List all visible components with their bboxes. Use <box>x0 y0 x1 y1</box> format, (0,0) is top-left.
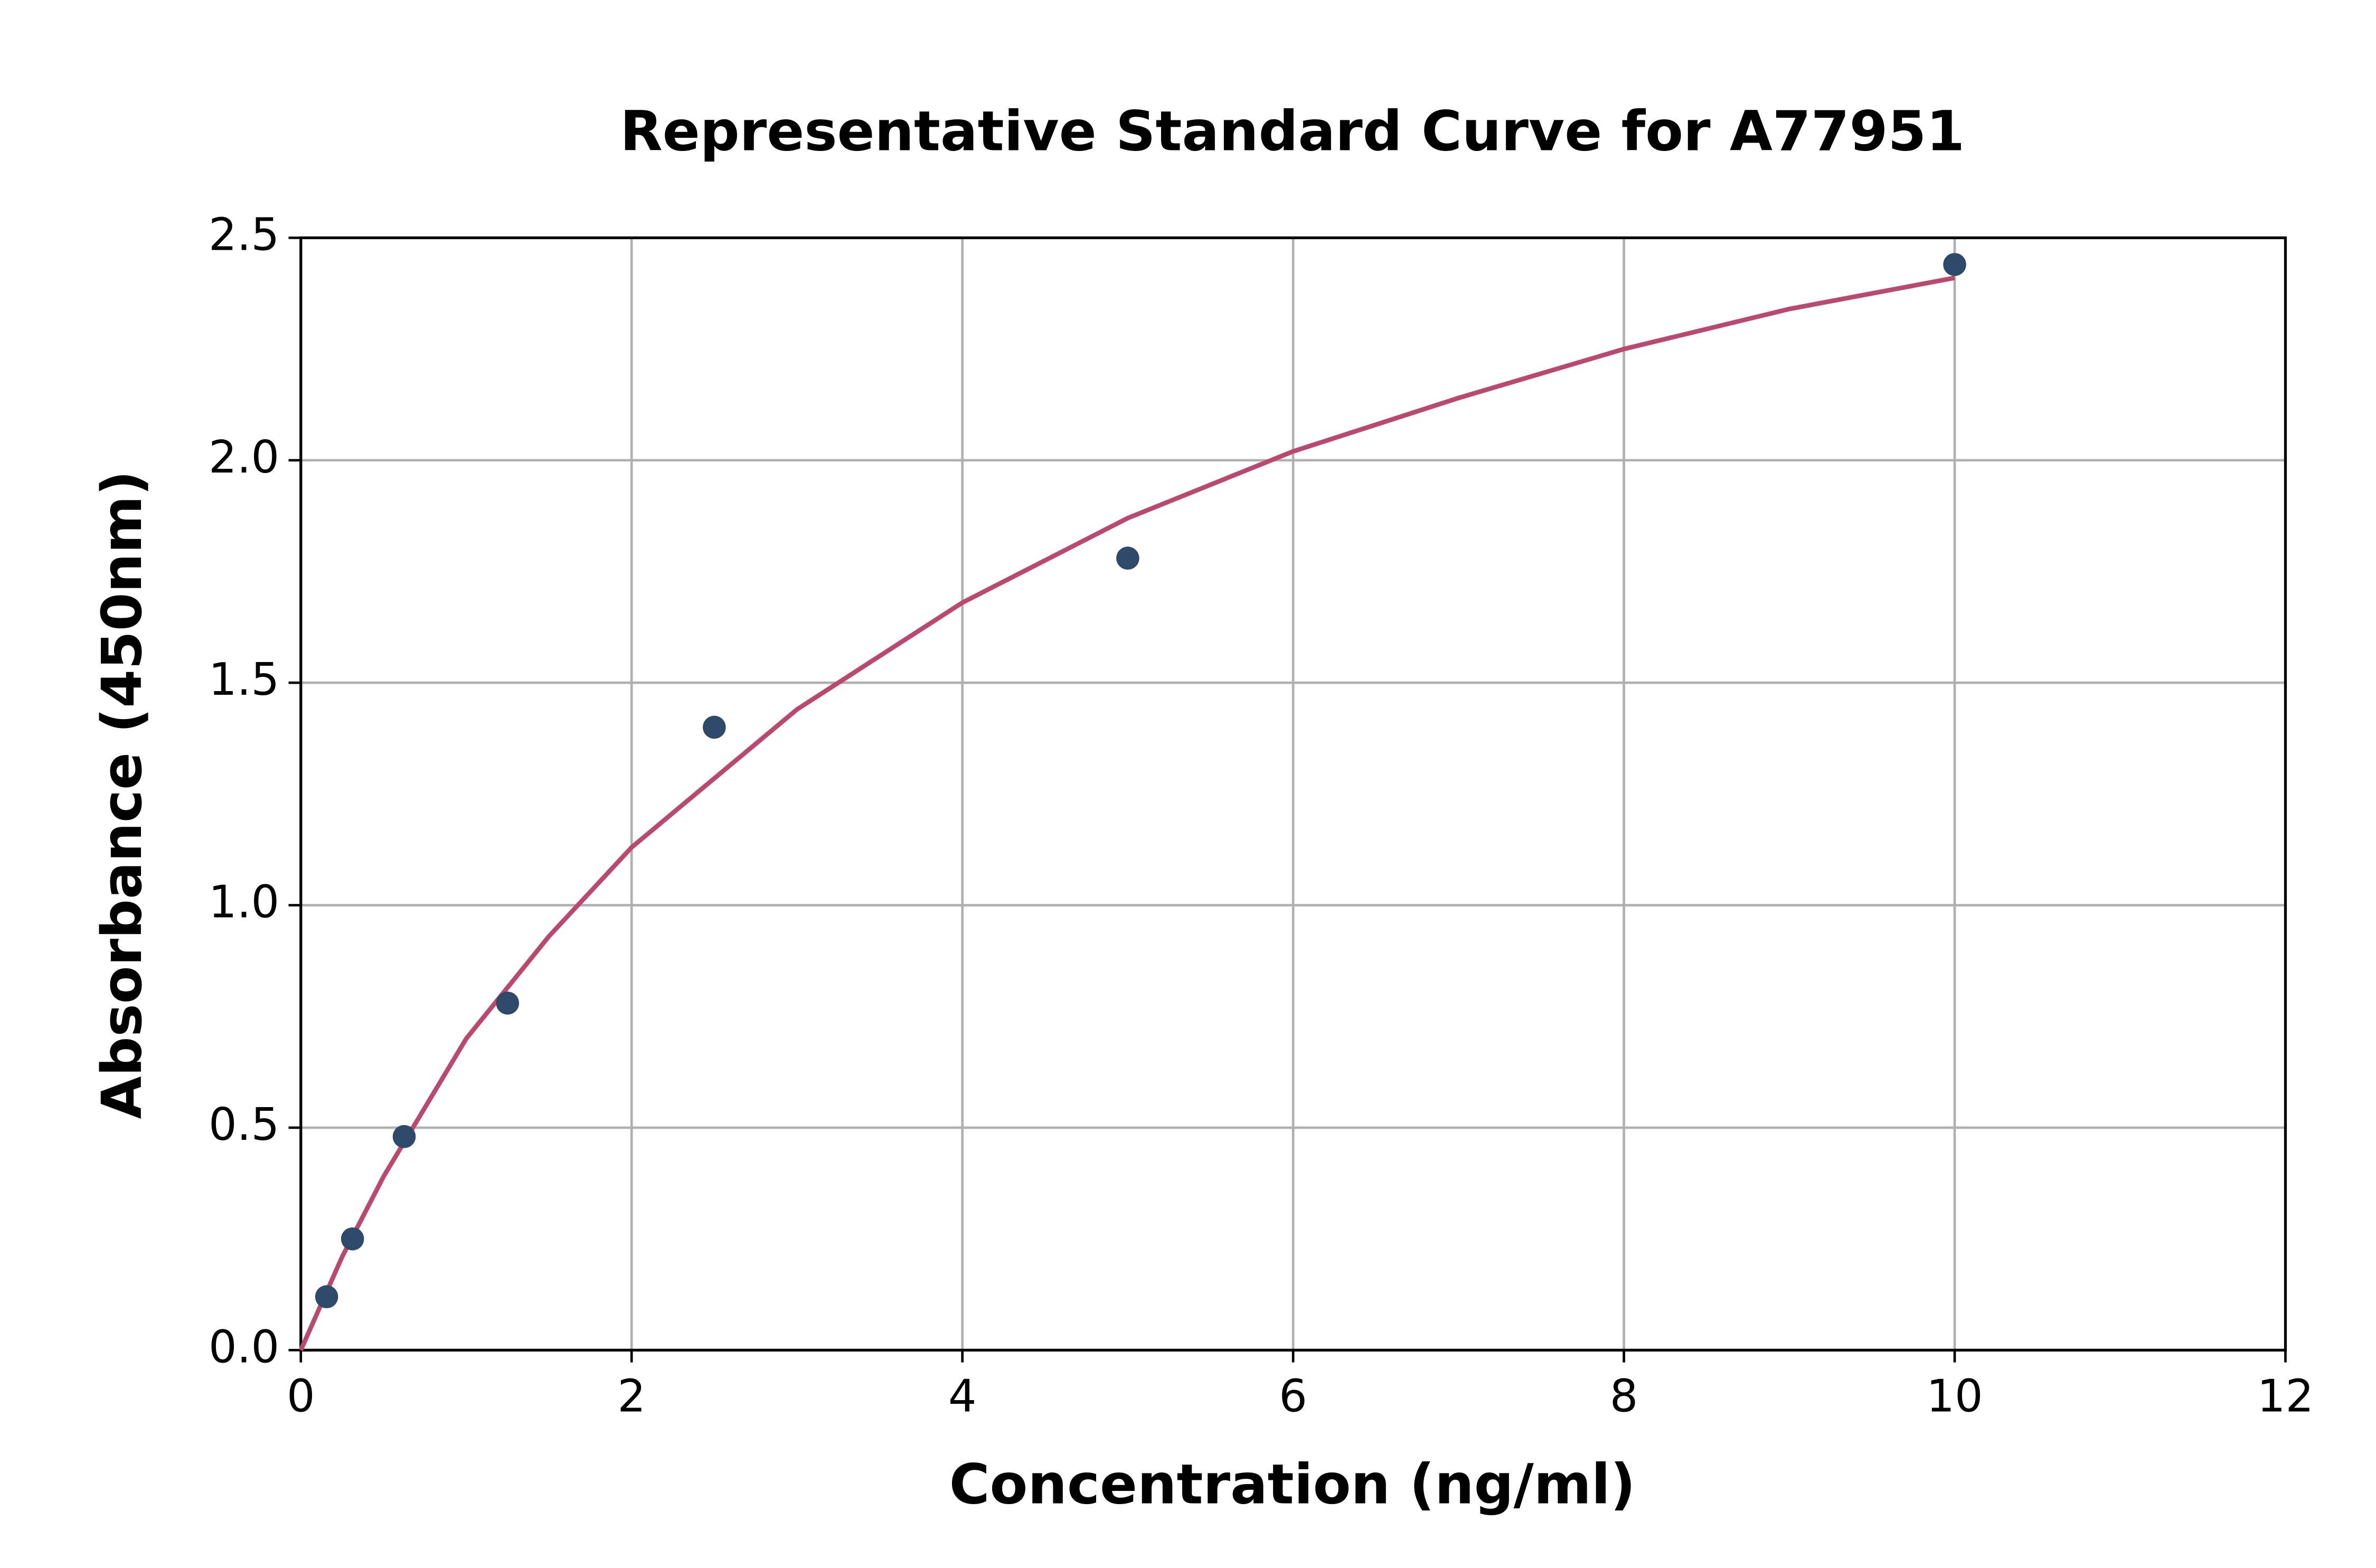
y-axis-label: Absorbance (450nm) <box>90 470 154 1119</box>
x-tick-label: 10 <box>1926 1370 1983 1422</box>
y-tick-label: 1.0 <box>209 876 279 928</box>
y-tick-label: 2.5 <box>209 209 279 260</box>
data-point <box>392 1125 416 1148</box>
data-point <box>1116 546 1139 570</box>
data-point <box>341 1227 364 1251</box>
data-point <box>315 1285 338 1309</box>
x-tick-label: 6 <box>1279 1370 1307 1422</box>
data-point <box>703 715 726 739</box>
x-tick-label: 4 <box>948 1370 977 1422</box>
y-tick-label: 2.0 <box>209 431 279 483</box>
data-point <box>1943 253 1966 276</box>
y-tick-label: 0.5 <box>209 1099 279 1150</box>
x-axis-label: Concentration (ng/ml) <box>949 1452 1636 1517</box>
y-tick-label: 0.0 <box>209 1321 279 1373</box>
plot-frame <box>299 236 2287 1352</box>
fit-curve <box>298 276 1955 1352</box>
x-tick-label: 0 <box>287 1370 315 1422</box>
x-tick-label: 8 <box>1610 1370 1638 1422</box>
data-point <box>496 991 520 1015</box>
y-tick-label: 1.5 <box>209 654 279 705</box>
chart-title: Representative Standard Curve for A77951 <box>620 99 1965 164</box>
x-tick-label: 2 <box>617 1370 646 1422</box>
x-tick-label: 12 <box>2257 1370 2314 1422</box>
